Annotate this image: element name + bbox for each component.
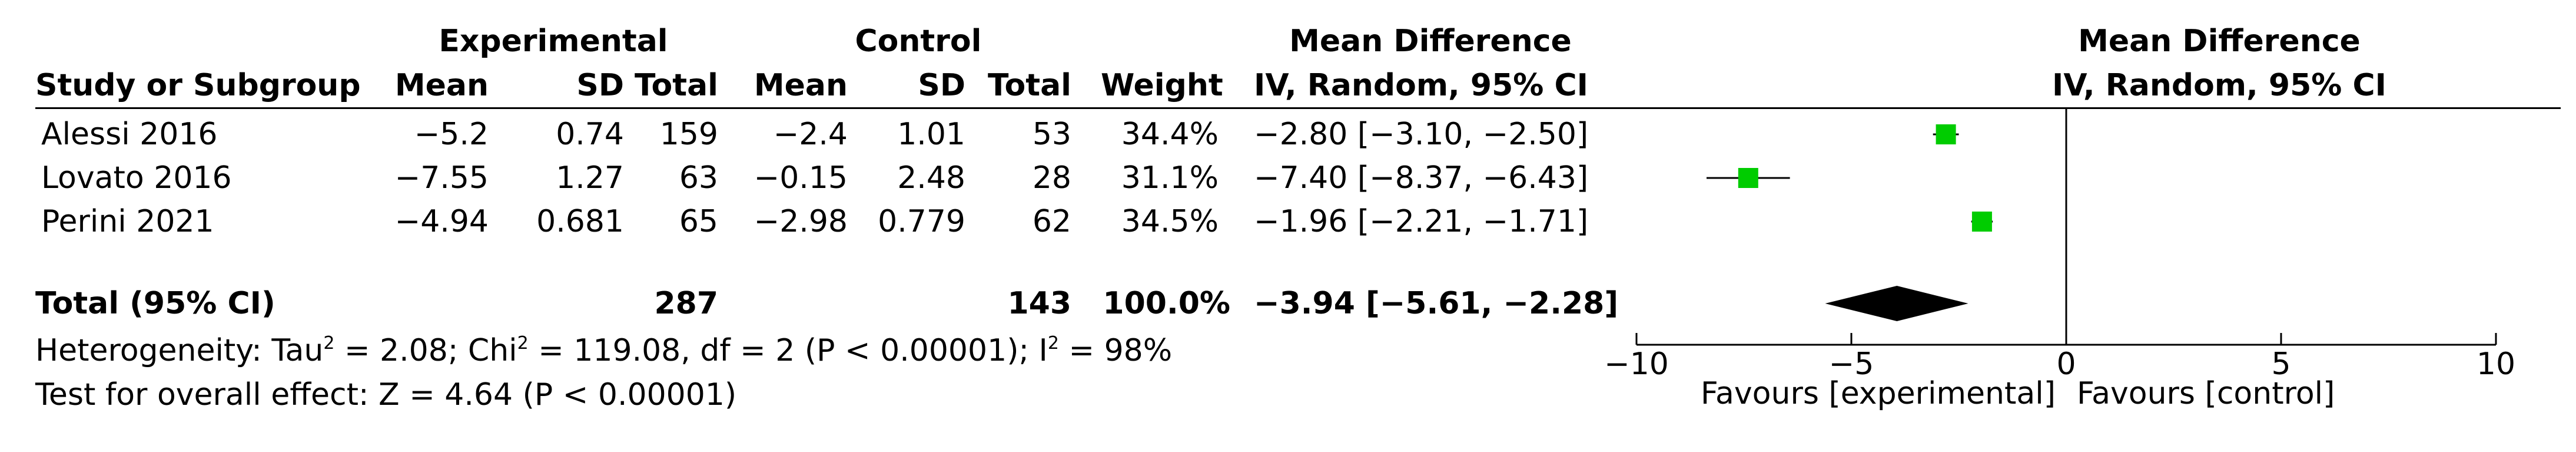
study-point-marker [1738, 168, 1758, 188]
heterogeneity-sup: 2 [517, 333, 529, 354]
x-tick-label: −5 [1829, 347, 1874, 382]
pooled-estimate-diamond [1825, 286, 1968, 321]
x-tick-label: 0 [2056, 347, 2076, 382]
total-label: Total (95% CI) [35, 286, 275, 321]
ctl-sd: 1.01 [897, 117, 965, 152]
study-ci: −1.96 [−2.21, −1.71] [1254, 204, 1589, 239]
heterogeneity-text: Heterogeneity: Tau2 = 2.08; Chi2 = 119.0… [35, 333, 1172, 373]
exp-total-header: Total [634, 68, 718, 103]
control-group-header: Control [855, 24, 982, 59]
mean-difference-header: Mean Difference [1289, 24, 1572, 59]
total-ctl-n: 143 [1007, 286, 1071, 321]
favours-control-label: Favours [control] [2077, 376, 2335, 411]
study-ci: −7.40 [−8.37, −6.43] [1254, 160, 1589, 196]
ctl-mean-header: Mean [753, 68, 848, 103]
study-weight: 34.5% [1121, 204, 1219, 239]
ctl-total: 28 [1032, 160, 1071, 196]
exp-mean: −7.55 [394, 160, 489, 196]
study-weight: 34.4% [1121, 117, 1219, 152]
experimental-group-header: Experimental [439, 24, 668, 59]
overall-effect-text: Test for overall effect: Z = 4.64 (P < 0… [35, 377, 737, 413]
ctl-sd-header: SD [918, 68, 965, 103]
study-weight: 31.1% [1121, 160, 1219, 196]
heterogeneity-suffix: = 98% [1058, 333, 1173, 368]
exp-total: 65 [679, 204, 718, 239]
ctl-total: 62 [1032, 204, 1071, 239]
plot-title: Mean Difference [2078, 24, 2361, 59]
ctl-sd: 2.48 [897, 160, 965, 196]
iv-random-header-table: IV, Random, 95% CI [1254, 68, 1588, 103]
x-tick-label: 5 [2271, 347, 2290, 382]
heterogeneity-mid: = 2.08; Chi [334, 333, 517, 368]
plot-subtitle: IV, Random, 95% CI [2052, 68, 2386, 103]
x-tick-label: −10 [1604, 347, 1669, 382]
ctl-sd: 0.779 [878, 204, 965, 239]
study-ci: −2.80 [−3.10, −2.50] [1254, 117, 1589, 152]
ctl-mean: −2.4 [773, 117, 848, 152]
ctl-total-header: Total [987, 68, 1071, 103]
heterogeneity-prefix: Heterogeneity: Tau [35, 333, 324, 368]
ctl-mean: −2.98 [753, 204, 848, 239]
total-weight: 100.0% [1103, 286, 1230, 321]
header-rule [35, 107, 2561, 109]
exp-sd-header: SD [576, 68, 624, 103]
heterogeneity-mid2: = 119.08, df = 2 (P < 0.00001); I [528, 333, 1048, 368]
ctl-total: 53 [1032, 117, 1071, 152]
exp-total: 63 [679, 160, 718, 196]
study-column-header: Study or Subgroup [35, 68, 361, 103]
exp-sd: 1.27 [556, 160, 624, 196]
exp-mean: −5.2 [414, 117, 489, 152]
total-exp-n: 287 [654, 286, 718, 321]
study-name: Lovato 2016 [41, 160, 232, 196]
exp-mean: −4.94 [394, 204, 489, 239]
exp-sd: 0.74 [556, 117, 624, 152]
heterogeneity-sup: 2 [1047, 333, 1059, 354]
study-point-marker [1971, 212, 1992, 232]
exp-mean-header: Mean [394, 68, 489, 103]
favours-experimental-label: Favours [experimental] [1701, 376, 2056, 411]
study-name: Perini 2021 [41, 204, 214, 239]
weight-header: Weight [1101, 68, 1223, 103]
study-name: Alessi 2016 [41, 117, 218, 152]
exp-total: 159 [659, 117, 718, 152]
x-tick-label: 10 [2477, 347, 2515, 382]
study-point-marker [1936, 124, 1956, 144]
ctl-mean: −0.15 [753, 160, 848, 196]
exp-sd: 0.681 [536, 204, 624, 239]
heterogeneity-sup: 2 [323, 333, 335, 354]
total-ci: −3.94 [−5.61, −2.28] [1254, 286, 1619, 321]
